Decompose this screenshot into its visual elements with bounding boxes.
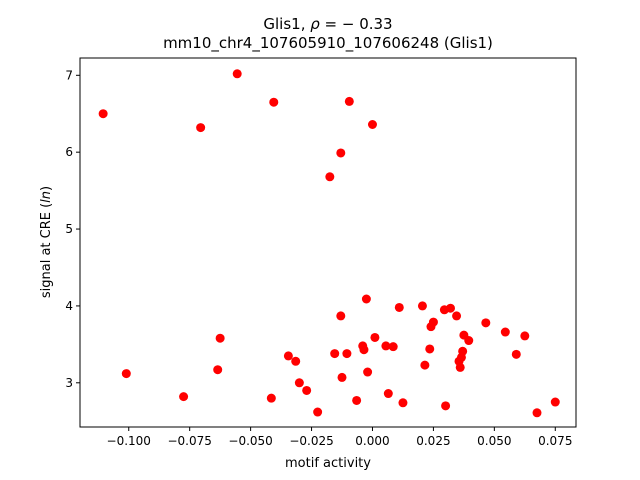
data-point-43 [455, 362, 465, 372]
x-tick-label-5: 0.025 [416, 434, 450, 448]
data-point-39 [441, 401, 451, 411]
data-point-32 [398, 398, 408, 408]
data-point-16 [336, 311, 346, 321]
chart-title-suffix: = − 0.33 [320, 15, 393, 33]
data-point-19 [342, 349, 352, 359]
y-axis-label-italic: ln [39, 191, 54, 203]
data-point-29 [383, 389, 393, 399]
data-point-47 [464, 336, 474, 346]
y-tick-label-3: 6 [65, 145, 73, 159]
data-point-4 [213, 365, 223, 375]
chart-title-line2: mm10_chr4_107605910_107606248 (Glis1) [163, 34, 493, 53]
data-point-26 [367, 120, 377, 129]
chart-title-prefix: Glis1, [263, 15, 310, 33]
data-point-52 [532, 408, 542, 418]
data-point-17 [336, 148, 346, 158]
data-point-11 [294, 378, 304, 388]
y-tick-label-0: 3 [65, 376, 73, 390]
data-point-40 [445, 303, 455, 313]
y-axis-label-suffix: ) [39, 186, 54, 191]
y-tick-label-1: 4 [65, 299, 73, 313]
data-point-31 [394, 302, 404, 312]
x-axis-ticks: −0.100 −0.075 −0.050 −0.025 0.000 0.025 0.050 0… [107, 427, 572, 448]
data-point-8 [269, 97, 279, 107]
data-point-49 [500, 327, 510, 337]
data-point-10 [291, 356, 301, 366]
data-point-27 [370, 332, 380, 342]
data-point-1 [121, 369, 131, 379]
x-tick-label-3: −0.025 [289, 434, 333, 448]
data-point-53 [550, 397, 560, 407]
data-point-28 [381, 341, 391, 351]
y-tick-label-2: 5 [65, 222, 73, 236]
data-point-5 [215, 333, 225, 343]
data-point-20 [344, 96, 354, 106]
data-point-37 [428, 317, 438, 327]
chart-title-rho: ρ [310, 15, 320, 33]
data-point-50 [511, 349, 521, 359]
data-point-35 [425, 344, 435, 354]
x-tick-label-1: −0.075 [167, 434, 211, 448]
y-axis-label-prefix: signal at CRE ( [39, 203, 54, 298]
data-point-23 [359, 345, 369, 355]
data-point-9 [283, 351, 293, 361]
data-point-18 [337, 372, 347, 382]
data-point-7 [266, 393, 276, 403]
data-point-13 [313, 407, 323, 417]
data-point-41 [452, 311, 462, 321]
data-point-6 [232, 69, 242, 79]
data-point-24 [361, 294, 371, 304]
data-point-14 [325, 172, 335, 182]
plot-frame [79, 57, 577, 428]
data-point-0 [98, 109, 108, 119]
data-point-15 [330, 349, 340, 359]
x-tick-label-7: 0.075 [538, 434, 572, 448]
y-axis-label: signal at CRE (ln) [39, 186, 54, 298]
data-point-33 [417, 301, 427, 311]
x-tick-label-4: 0.000 [355, 434, 389, 448]
chart-title-line1: Glis1, ρ = − 0.33 [263, 15, 392, 33]
data-point-30 [388, 342, 398, 352]
points-layer [98, 69, 560, 418]
data-point-21 [352, 395, 362, 405]
data-point-2 [179, 392, 189, 402]
x-tick-label-0: −0.100 [107, 434, 151, 448]
x-axis-label: motif activity [285, 456, 371, 471]
x-tick-label-6: 0.050 [477, 434, 511, 448]
data-point-3 [196, 123, 206, 133]
x-tick-label-2: −0.050 [228, 434, 272, 448]
data-point-48 [481, 318, 491, 328]
data-point-25 [363, 367, 373, 377]
y-axis-ticks: 3 4 5 6 7 [65, 68, 80, 390]
data-point-12 [302, 385, 312, 395]
y-tick-label-4: 7 [65, 68, 73, 82]
data-point-51 [520, 331, 530, 341]
data-point-45 [458, 346, 468, 356]
data-point-34 [420, 360, 430, 370]
